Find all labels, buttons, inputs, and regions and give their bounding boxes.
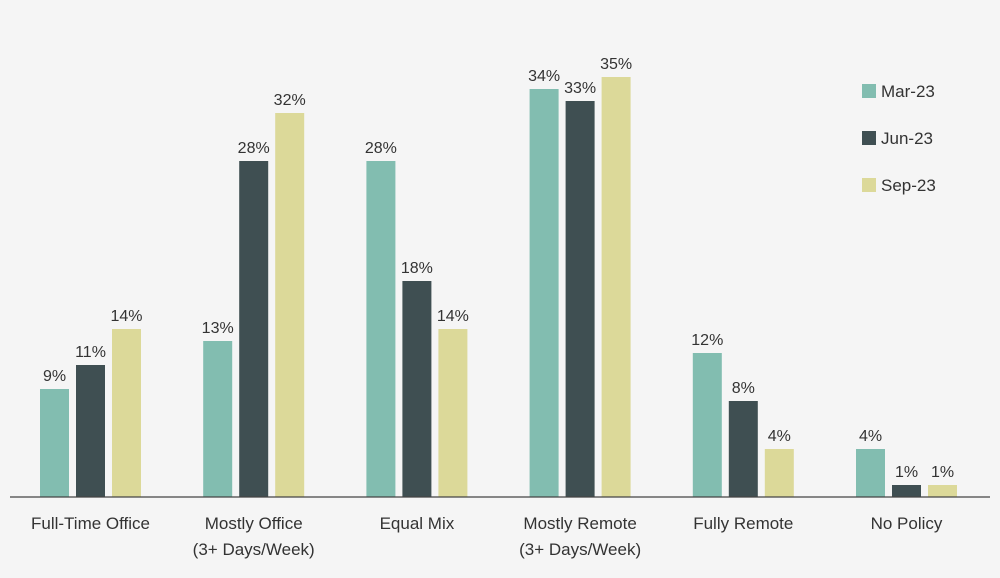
- bar: [565, 101, 595, 497]
- bar: [239, 161, 269, 497]
- data-label: 4%: [768, 428, 791, 445]
- data-label: 18%: [401, 260, 433, 277]
- data-label: 1%: [895, 464, 918, 481]
- legend-swatch: [862, 84, 876, 98]
- x-tick-label: Mostly Remote: [523, 514, 636, 533]
- data-label: 8%: [732, 380, 755, 397]
- data-label: 34%: [528, 68, 560, 85]
- legend-label: Jun-23: [881, 129, 933, 148]
- data-label: 14%: [110, 308, 142, 325]
- x-tick-label: No Policy: [871, 514, 943, 533]
- bar: [76, 365, 105, 497]
- legend-swatch: [862, 131, 876, 145]
- data-label: 12%: [691, 332, 723, 349]
- data-label: 28%: [365, 140, 397, 157]
- bar: [856, 449, 885, 497]
- bar: [366, 161, 396, 497]
- data-label: 32%: [274, 92, 306, 109]
- legend-label: Sep-23: [881, 176, 936, 195]
- bar: [203, 341, 233, 497]
- data-label: 1%: [931, 464, 954, 481]
- x-tick-label: Fully Remote: [693, 514, 793, 533]
- data-label: 9%: [43, 368, 66, 385]
- bar: [402, 281, 432, 497]
- bar: [601, 77, 631, 497]
- legend-label: Mar-23: [881, 82, 935, 101]
- bar: [40, 389, 69, 497]
- data-label: 4%: [859, 428, 882, 445]
- bar: [692, 353, 722, 497]
- data-label: 35%: [600, 56, 632, 73]
- bar: [529, 89, 559, 497]
- data-label: 33%: [564, 80, 596, 97]
- x-tick-label: Full-Time Office: [31, 514, 150, 533]
- bar: [112, 329, 141, 497]
- data-label: 13%: [202, 320, 234, 337]
- x-tick-label: Mostly Office: [205, 514, 303, 533]
- bar: [438, 329, 468, 497]
- x-tick-label: (3+ Days/Week): [193, 540, 315, 559]
- data-label: 11%: [75, 344, 106, 361]
- bar: [764, 449, 794, 497]
- x-tick-label: Equal Mix: [380, 514, 455, 533]
- bar: [928, 485, 957, 497]
- data-label: 28%: [238, 140, 270, 157]
- bar: [275, 113, 305, 497]
- legend-swatch: [862, 178, 876, 192]
- bar: [728, 401, 758, 497]
- bar: [892, 485, 921, 497]
- data-label: 14%: [437, 308, 469, 325]
- x-tick-label: (3+ Days/Week): [519, 540, 641, 559]
